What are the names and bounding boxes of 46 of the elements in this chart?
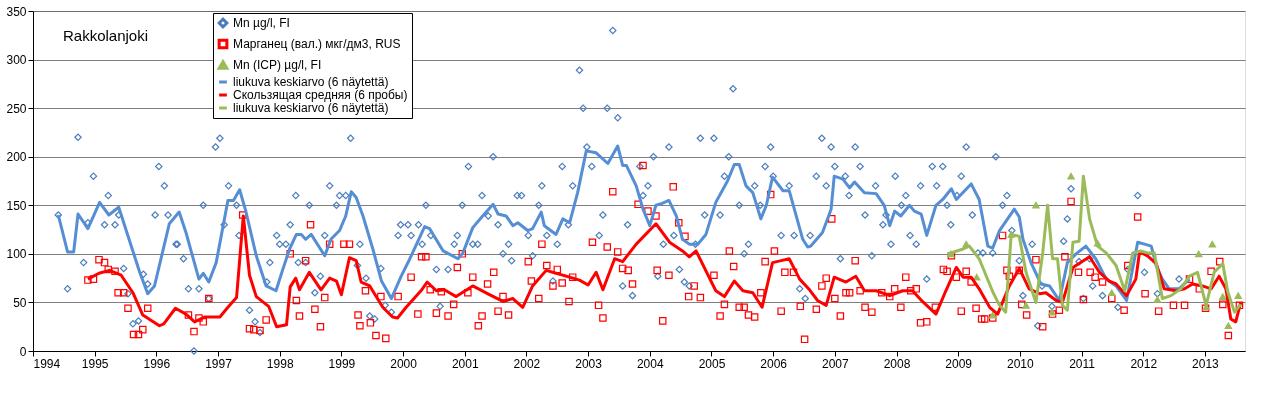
x-tick-label: 2002 (513, 356, 541, 371)
x-tick-label: 1994 (33, 356, 61, 371)
legend-label: Скользящая средняя (6 пробы) (233, 88, 408, 102)
x-tick-label: 1998 (266, 356, 294, 371)
x-tick-label: 1996 (143, 356, 171, 371)
point (1234, 292, 1242, 299)
x-tick-label: 2004 (636, 356, 664, 371)
x-tick-label: 2008 (883, 356, 911, 371)
y-tick-label: 150 (6, 198, 27, 213)
x-tick-label: 2001 (451, 356, 479, 371)
y-tick-label: 100 (6, 247, 27, 262)
x-tick-label: 2006 (760, 356, 788, 371)
point (1153, 296, 1162, 303)
y-tick-label: 50 (13, 295, 27, 310)
x-tick-label: 1995 (81, 356, 109, 371)
point (1108, 289, 1116, 297)
point (1032, 201, 1040, 209)
x-tick-label: 2009 (945, 356, 973, 371)
line-series (946, 174, 1243, 314)
legend-label: Mn (ICP) µg/l, FI (233, 58, 322, 72)
x-tick-label: 2011 (1069, 356, 1096, 371)
legend-label: liukuva keskiarvo (6 näytettä) (233, 101, 389, 115)
x-tick-label: 2013 (1192, 356, 1220, 371)
point (1194, 250, 1203, 258)
point (1224, 322, 1233, 330)
y-tick-label: 300 (6, 53, 27, 68)
point (1067, 172, 1075, 180)
y-tick-label: 200 (6, 150, 27, 165)
x-tick-label: 2010 (1007, 356, 1035, 371)
x-tick-label: 2012 (1130, 356, 1158, 371)
y-tick-label: 350 (6, 4, 27, 19)
y-tick-label: 0 (19, 344, 27, 359)
y-tick-label: 250 (6, 101, 27, 116)
legend-label: Mn µg/l, FI (233, 16, 290, 30)
legend-label: liukuva keskiarvo (6 näytettä) (233, 75, 389, 89)
point (1208, 240, 1217, 248)
legend-label: Марганец (вал.) мкг/дм3, RUS (233, 37, 401, 51)
x-tick-label: 2007 (821, 356, 849, 371)
text: Rakkolanjoki (63, 27, 149, 44)
x-tick-label: 2003 (575, 356, 603, 371)
x-tick-label: 2000 (390, 356, 418, 371)
x-tick-label: 2005 (698, 356, 726, 371)
point (1022, 302, 1030, 309)
x-tick-label: 1997 (205, 356, 233, 371)
x-tick-label: 1999 (328, 356, 356, 371)
point (1219, 293, 1227, 300)
